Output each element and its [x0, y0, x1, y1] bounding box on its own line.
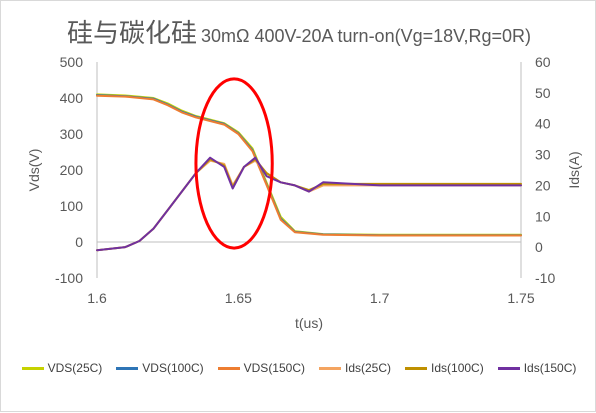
- y-axis-right-title: Ids(A): [566, 151, 582, 188]
- series-line-ids-25c: [96, 159, 522, 252]
- legend-label: Ids(100C): [431, 361, 484, 375]
- legend-swatch: [319, 366, 341, 370]
- legend-label: Ids(150C): [523, 361, 577, 375]
- y-left-tick-label: 500: [60, 54, 84, 70]
- legend-swatch: [405, 366, 428, 370]
- legend-item: Ids(100C): [405, 357, 484, 379]
- legend-swatch: [21, 366, 44, 370]
- legend-label: Ids(25C): [345, 361, 392, 375]
- y-left-tick-label: 0: [75, 234, 83, 250]
- y-right-tick-label: 10: [535, 208, 551, 224]
- y-right-tick-label: 0: [535, 239, 543, 255]
- series-lines: [96, 93, 522, 252]
- y-right-tick-label: 40: [535, 116, 551, 132]
- x-tick-label: 1.65: [225, 290, 252, 306]
- series-line-vds-25c: [96, 93, 522, 236]
- y-axis-left-title: Vds(V): [26, 149, 42, 192]
- x-tick-label: 1.6: [87, 290, 107, 306]
- legend-item: Ids(25C): [319, 357, 391, 379]
- y-left-tick-label: 200: [60, 162, 84, 178]
- legend-item: VDS(25C): [21, 357, 103, 379]
- y-left-tick-label: 100: [60, 198, 84, 214]
- y-left-tick-label: -100: [55, 270, 83, 286]
- chart-title: 硅与碳化硅 30mΩ 400V-20A turn-on(Vg=18V,Rg=0R): [1, 13, 596, 50]
- legend-label: VDS(150C): [243, 361, 305, 375]
- series-line-ids-100c: [96, 158, 522, 252]
- x-axis-title: t(us): [295, 315, 323, 331]
- series-line-ids-150c: [96, 156, 522, 252]
- y-right-tick-label: 60: [535, 54, 551, 70]
- y-right-tick-label: 20: [535, 177, 551, 193]
- chart-title-sub: 30mΩ 400V-20A turn-on(Vg=18V,Rg=0R): [201, 26, 532, 46]
- legend-item: VDS(150C): [217, 357, 305, 379]
- y-right-tick-label: -10: [535, 270, 555, 286]
- legend-item: Ids(150C): [497, 357, 577, 379]
- series-line-vds-150c: [96, 94, 522, 237]
- annotations: [194, 77, 274, 250]
- legend-label: VDS(100C): [142, 361, 204, 375]
- y-left-tick-label: 400: [60, 90, 84, 106]
- series-line-vds-100c: [96, 94, 522, 237]
- legend-swatch: [217, 366, 240, 370]
- legend-item: VDS(100C): [116, 357, 204, 379]
- legend: VDS(25C) VDS(100C) VDS(150C) Ids(25C) Ids(10…: [1, 357, 596, 379]
- y-left-tick-label: 300: [60, 126, 84, 142]
- legend-label: VDS(25C): [47, 361, 103, 375]
- y-right-tick-label: 50: [535, 85, 551, 101]
- chart-title-main: 硅与碳化硅: [66, 19, 197, 49]
- legend-swatch: [116, 366, 139, 370]
- legend-swatch: [497, 366, 520, 370]
- x-tick-label: 1.7: [370, 290, 390, 306]
- y-right-tick-label: 30: [535, 147, 551, 163]
- x-tick-label: 1.75: [507, 290, 534, 306]
- highlight-ellipse: [194, 77, 274, 250]
